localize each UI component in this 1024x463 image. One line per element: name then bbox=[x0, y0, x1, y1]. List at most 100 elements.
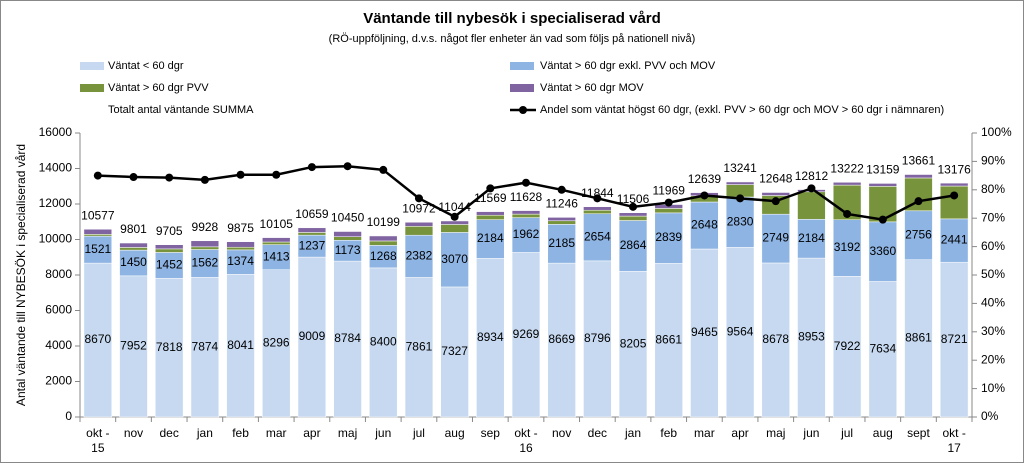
line-marker bbox=[343, 162, 352, 171]
legend-swatch bbox=[510, 84, 534, 92]
x-tick-label: jul bbox=[412, 426, 425, 440]
y2-tick-label: 10% bbox=[981, 381, 1005, 395]
bar-segment bbox=[618, 271, 648, 418]
x-tick-label: jan bbox=[196, 426, 213, 440]
y2-tick-label: 60% bbox=[981, 239, 1005, 253]
total-label: 9928 bbox=[192, 220, 219, 234]
x-tick-label: jun bbox=[803, 426, 820, 440]
data-label: 2654 bbox=[584, 229, 611, 243]
line-marker bbox=[200, 175, 209, 184]
total-label: 11506 bbox=[617, 192, 650, 206]
bar-segment bbox=[547, 262, 576, 418]
data-label: 1173 bbox=[335, 243, 361, 257]
y2-tick-label: 70% bbox=[981, 210, 1005, 224]
bar-segment bbox=[404, 221, 434, 227]
bar-segment bbox=[119, 249, 148, 277]
bar-segment bbox=[832, 182, 862, 186]
data-label: 8953 bbox=[798, 330, 825, 344]
bar-segment bbox=[262, 237, 291, 243]
data-label: 2441 bbox=[941, 233, 968, 247]
data-label: 9465 bbox=[691, 325, 718, 339]
y2-tick-label: 0% bbox=[981, 409, 999, 423]
bar-segment bbox=[83, 235, 113, 264]
data-label: 8861 bbox=[905, 331, 932, 345]
line-marker bbox=[593, 194, 602, 203]
bar-segment bbox=[297, 227, 327, 233]
x-tick-label: jun bbox=[375, 426, 392, 440]
bar-segment bbox=[725, 196, 755, 248]
data-label: 1962 bbox=[513, 227, 540, 241]
bar-segment bbox=[690, 201, 719, 250]
legend-label: Väntat < 60 dgr bbox=[108, 60, 184, 72]
x-tick-label: dec bbox=[587, 426, 608, 440]
total-label: 13241 bbox=[723, 161, 757, 175]
total-label: 12812 bbox=[795, 169, 829, 183]
x-tick-label: nov bbox=[551, 426, 572, 440]
bar-segment bbox=[226, 241, 255, 248]
line-marker bbox=[843, 209, 852, 218]
line-marker bbox=[700, 191, 709, 200]
data-label: 8678 bbox=[762, 332, 789, 346]
x-tick-label: jul bbox=[841, 426, 854, 440]
line-marker bbox=[950, 191, 959, 200]
data-label: 1562 bbox=[192, 256, 219, 270]
x-tick-label: mar bbox=[694, 426, 715, 440]
total-label: 10577 bbox=[81, 208, 115, 222]
x-tick-label: feb bbox=[660, 426, 678, 440]
bar-segment bbox=[761, 262, 790, 418]
y-tick-label: 14000 bbox=[39, 161, 73, 175]
line-marker bbox=[486, 184, 495, 193]
data-label: 2382 bbox=[406, 248, 433, 262]
bar-segment bbox=[904, 259, 933, 418]
bar-segment bbox=[832, 276, 862, 418]
bar-segment bbox=[262, 241, 291, 245]
data-label: 3192 bbox=[834, 240, 861, 254]
bar-segment bbox=[297, 232, 327, 236]
data-label: 7952 bbox=[120, 339, 147, 353]
line-marker bbox=[664, 198, 673, 207]
data-label: 1452 bbox=[156, 258, 183, 272]
total-label: 13222 bbox=[830, 161, 864, 175]
x-tick-label: okt - 17 bbox=[942, 426, 966, 455]
bar-segment bbox=[761, 192, 790, 196]
bar-segment bbox=[618, 215, 648, 221]
bar-segment bbox=[583, 260, 612, 418]
data-label: 8721 bbox=[941, 332, 968, 346]
total-label: 11628 bbox=[510, 190, 543, 204]
bar-segment bbox=[547, 220, 576, 225]
x-tick-label: sept bbox=[907, 426, 930, 440]
line-marker bbox=[414, 194, 423, 203]
data-label: 2756 bbox=[905, 227, 932, 241]
total-label: 10450 bbox=[331, 211, 365, 225]
x-tick-label: nov bbox=[123, 426, 144, 440]
y2-tick-label: 90% bbox=[981, 154, 1005, 168]
bar-segment bbox=[155, 248, 184, 253]
total-label: 9801 bbox=[120, 222, 147, 236]
bar-segment bbox=[939, 261, 969, 418]
data-label: 9564 bbox=[727, 324, 754, 338]
legend-swatch bbox=[80, 84, 104, 92]
line-marker bbox=[165, 173, 174, 182]
bar-segment bbox=[440, 286, 469, 418]
bar-segment bbox=[939, 185, 969, 220]
data-label: 7818 bbox=[156, 340, 183, 354]
y2-tick-label: 20% bbox=[981, 352, 1005, 366]
line-marker bbox=[522, 178, 530, 187]
data-label: 8041 bbox=[227, 338, 254, 352]
legend-swatch bbox=[80, 62, 104, 70]
data-label: 3360 bbox=[869, 244, 896, 258]
data-label: 2648 bbox=[691, 218, 718, 232]
bar-segment bbox=[618, 212, 648, 217]
line-marker bbox=[557, 185, 566, 194]
bar-segment bbox=[654, 263, 683, 418]
line-marker bbox=[914, 197, 923, 206]
bar-segment bbox=[226, 246, 255, 251]
bar-segment bbox=[618, 220, 648, 272]
bar-segment bbox=[119, 242, 148, 248]
data-label: 7327 bbox=[441, 344, 468, 358]
total-label: 11246 bbox=[545, 197, 578, 211]
data-label: 1413 bbox=[263, 249, 290, 263]
data-label: 8934 bbox=[477, 330, 504, 344]
bar-segment bbox=[262, 244, 291, 270]
